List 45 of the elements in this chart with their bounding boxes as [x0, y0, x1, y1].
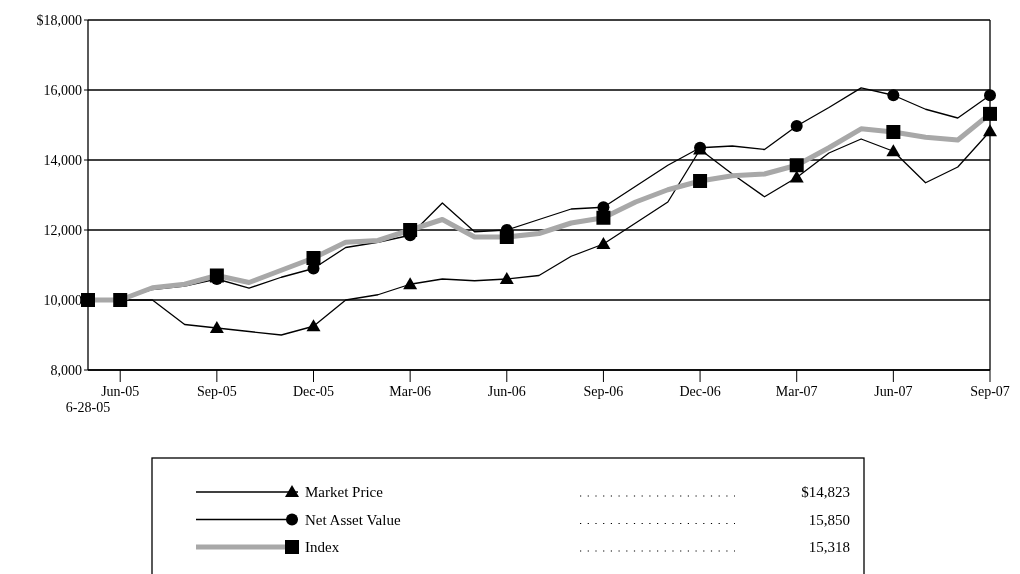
legend-label: Net Asset Value: [305, 511, 401, 528]
y-tick-label: 12,000: [43, 222, 82, 238]
x-tick-label: Mar-06: [389, 384, 431, 399]
x-tick-label: Jun-07: [874, 384, 913, 399]
point: [789, 170, 804, 183]
point: [113, 293, 128, 307]
point: [499, 272, 514, 284]
x-tick-label: Mar-07: [775, 384, 818, 399]
point: [693, 174, 708, 188]
x-tick-label: Sep-07: [970, 384, 1010, 399]
point: [790, 120, 803, 133]
point: [403, 223, 418, 237]
y-tick-label: 16,000: [43, 82, 82, 98]
x-tick-label: 6-28-05: [65, 400, 111, 415]
point: [983, 124, 997, 137]
point: [81, 293, 95, 307]
point: [403, 277, 418, 290]
x-tick-label: Sep-05: [197, 384, 237, 399]
y-tick-label: 8,000: [50, 362, 82, 378]
point: [886, 144, 901, 157]
point: [306, 319, 321, 332]
point: [984, 89, 996, 102]
y-tick-label: $18,000: [36, 12, 82, 28]
x-tick-label: Sep-06: [583, 384, 624, 399]
point: [596, 237, 611, 249]
x-tick-label: Jun-05: [101, 384, 140, 399]
point: [789, 158, 804, 173]
x-tick-label: Dec-06: [679, 384, 721, 399]
y-tick-label: 10,000: [43, 292, 82, 308]
text: 15,850: [808, 511, 850, 528]
text: 15,318: [808, 539, 850, 556]
legend-label: Index: [305, 539, 340, 556]
point: [886, 125, 901, 139]
point: [983, 106, 997, 121]
text: $14,823: [801, 484, 850, 501]
x-tick-label: Dec-05: [292, 384, 335, 399]
x-tick-label: Jun-06: [487, 384, 526, 399]
legend-label: Market Price: [305, 484, 384, 501]
point: [306, 251, 321, 265]
point: [499, 230, 514, 244]
point: [887, 89, 900, 102]
point: [596, 210, 611, 225]
point: [209, 321, 224, 333]
point: [209, 268, 224, 283]
y-tick-label: 14,000: [43, 152, 82, 168]
